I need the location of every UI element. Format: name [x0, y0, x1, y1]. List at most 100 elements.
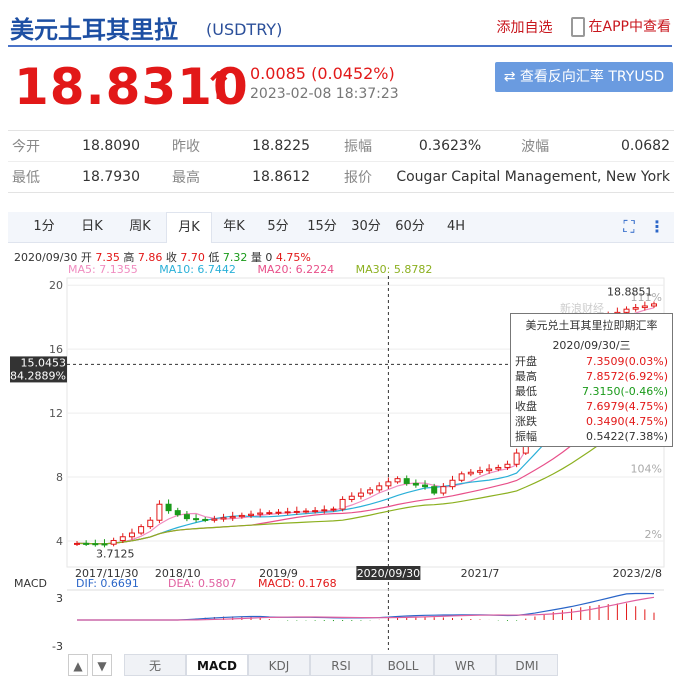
crosshair-price: 15.0453 [21, 356, 67, 369]
tab-daily[interactable]: 日K [81, 219, 103, 234]
watermark: 新浪财经 [560, 301, 604, 315]
candle-body [348, 495, 355, 500]
tooltip-row: 最高 7.8572(6.92%) [511, 369, 672, 384]
stat-value: 18.8612 [252, 169, 310, 185]
tab-15min[interactable]: 15分 [307, 219, 337, 234]
tooltip-value: 7.8572(6.92%) [585, 370, 668, 383]
candle-body [412, 482, 419, 486]
tooltip-label: 最高 [515, 370, 537, 383]
tooltip-label: 开盘 [515, 355, 537, 368]
indicator-dmi[interactable]: DMI [496, 654, 558, 676]
tooltip-label: 最低 [515, 385, 537, 398]
header-divider [8, 45, 672, 47]
info-low: 7.32 [222, 251, 248, 264]
right-tick-label: 104% [631, 462, 662, 475]
indicator-wr[interactable]: WR [434, 654, 496, 676]
candle-body [495, 466, 502, 470]
macd-legend: DEA: 0.5807 [168, 577, 236, 590]
ma30-label: MA30: 5.8782 [355, 263, 433, 276]
stat-value: 0.3623% [418, 138, 482, 154]
tab-1min[interactable]: 1分 [33, 219, 55, 234]
stat-value: 0.0682 [621, 138, 670, 154]
indicator-none[interactable]: 无 [124, 654, 186, 676]
ma-legend: MA5: 7.1355 MA10: 6.7442 MA20: 6.2224 MA… [68, 263, 432, 276]
candle-body [119, 536, 126, 541]
ma5-label: MA5: 7.1355 [68, 263, 138, 276]
price-change: 0.0085 (0.0452%) [250, 64, 395, 83]
tooltip-label: 涨跌 [515, 415, 537, 428]
candle-body [147, 519, 154, 528]
scroll-down-icon[interactable]: ▼ [92, 654, 112, 676]
candle-body [220, 517, 227, 520]
info-vol-label: 量 [250, 251, 262, 264]
stats-table: 今开 18.8090 昨收 18.8225 振幅 0.3623% 波幅 0.06… [8, 130, 674, 193]
candle-body [248, 513, 255, 516]
candle-body [394, 478, 401, 483]
candle-body [476, 470, 483, 473]
dea-line [77, 596, 655, 621]
candle-body [257, 512, 264, 515]
info-high-label: 高 [123, 251, 135, 264]
up-arrow-icon: ↑ [203, 64, 235, 108]
indicator-rsi[interactable]: RSI [310, 654, 372, 676]
candle-body [165, 503, 172, 512]
more-menu-icon[interactable]: ⋮ [649, 217, 665, 236]
quote-time: 2023-02-08 18:37:23 [250, 86, 399, 102]
candle-body [183, 514, 190, 520]
tooltip-title: 美元兑土耳其里拉即期汇率 [525, 319, 658, 332]
candle-body [431, 486, 438, 494]
reverse-rate-button[interactable]: ⇄ 查看反向汇率 TRYUSD [495, 62, 673, 92]
tab-weekly[interactable]: 周K [129, 219, 151, 234]
current-price: 18.8310 [14, 58, 249, 116]
high-marker: 18.8851 [607, 286, 653, 299]
crosshair-date-box [356, 566, 421, 580]
scroll-up-icon[interactable]: ▲ [68, 654, 88, 676]
candle-body [330, 508, 337, 511]
tab-yearly[interactable]: 年K [223, 219, 245, 234]
candle-body [101, 543, 108, 546]
tooltip-value: 0.5422(7.38%) [585, 430, 668, 443]
open-in-app-label: 在APP中查看 [588, 19, 671, 35]
candle-body [275, 511, 282, 514]
add-watchlist-button[interactable]: 添加自选 [496, 19, 553, 36]
crosshair-pct: 284.2889% [3, 369, 66, 382]
tooltip-label: 收盘 [515, 400, 537, 413]
tooltip-label: 振幅 [515, 430, 537, 443]
tab-monthly[interactable]: 月K [166, 212, 212, 243]
top-actions: 添加自选 在APP中查看 [497, 16, 671, 37]
candle-body [467, 471, 474, 475]
indicator-kdj[interactable]: KDJ [248, 654, 310, 676]
indicator-macd[interactable]: MACD [186, 654, 248, 676]
info-open-label: 开 [80, 251, 92, 264]
tab-30min[interactable]: 30分 [351, 219, 381, 234]
candle-body [266, 512, 273, 515]
x-tick-label: 2018/10 [155, 567, 201, 580]
macd-tick: 3 [56, 592, 63, 605]
tooltip-row: 振幅 0.5422(7.38%) [511, 429, 672, 446]
candle-body [357, 492, 364, 497]
candle-body [138, 526, 145, 534]
tooltip-date: 2020/09/30/三 [552, 339, 631, 352]
fullscreen-icon[interactable]: ⛶ [623, 217, 635, 236]
candle-body [174, 510, 181, 516]
indicator-boll[interactable]: BOLL [372, 654, 434, 676]
candle-body [339, 498, 346, 510]
candle-body [440, 486, 447, 494]
tooltip-value: 7.6979(4.75%) [585, 400, 668, 413]
candle-body [74, 542, 80, 545]
tab-4h[interactable]: 4H [446, 219, 466, 234]
open-in-app-button[interactable]: 在APP中查看 [570, 16, 671, 37]
candle-body [504, 463, 511, 468]
tab-5min[interactable]: 5分 [267, 219, 289, 234]
y-tick-label: 16 [49, 343, 63, 356]
right-tick-label: 2% [645, 528, 662, 541]
x-tick-label: 2021/7 [461, 567, 500, 580]
x-tick-label: 2023/2/8 [613, 567, 662, 580]
candle-body [321, 509, 328, 512]
dif-line [77, 592, 655, 621]
tab-60min[interactable]: 60分 [395, 219, 425, 234]
candle-tooltip: 美元兑土耳其里拉即期汇率 2020/09/30/三 开盘 7.3509(0.03%… [510, 313, 673, 447]
ma20-label: MA20: 6.2224 [257, 263, 335, 276]
ma30-line [76, 406, 655, 545]
candle-body [651, 303, 657, 307]
